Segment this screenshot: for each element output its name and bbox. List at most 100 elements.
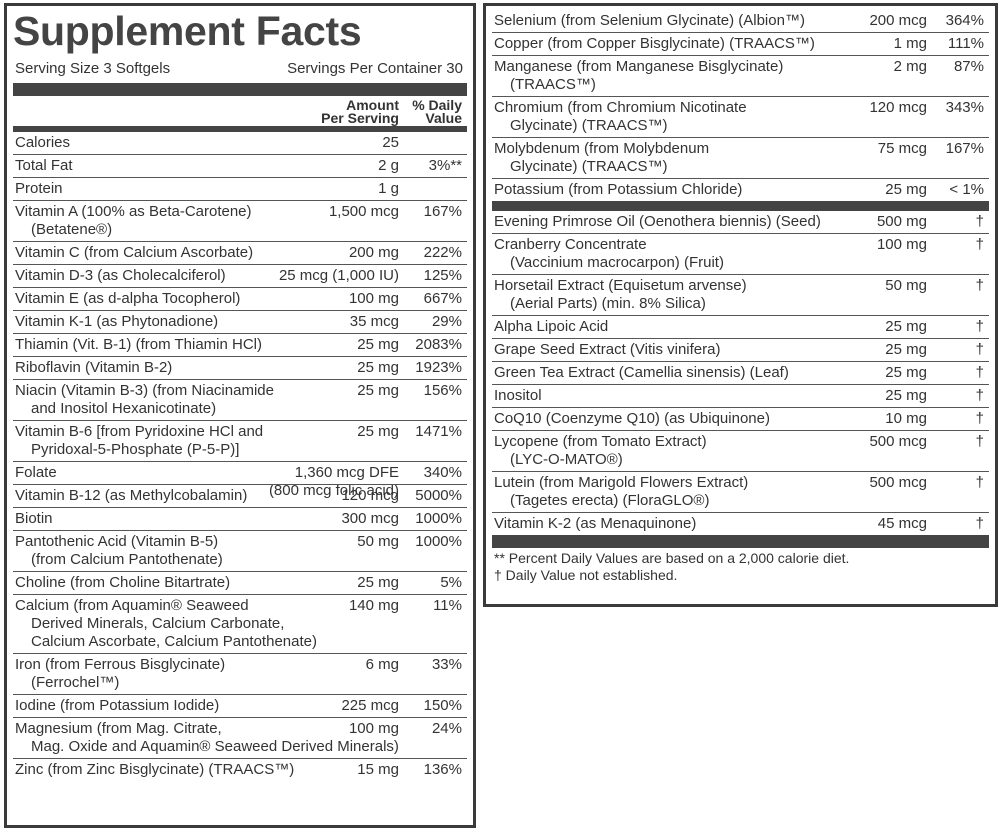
daily-value: < 1% <box>949 181 984 198</box>
nutrient-row: Iron (from Ferrous Bisglycinate) (Ferroch… <box>13 653 467 694</box>
amount-line: 1,500 mcg <box>328 203 399 220</box>
amount: 10 mg <box>885 410 927 428</box>
nutrient-name: Grape Seed Extract (Vitis vinifera) <box>494 341 721 358</box>
amount: 25 mg <box>885 181 927 199</box>
amount: 100 mg <box>349 720 399 738</box>
amount: 2 g <box>378 157 399 175</box>
daily-value: 364% <box>945 12 984 29</box>
amount: 1,500 mcg <box>329 203 399 221</box>
nutrient-row: Copper (from Copper Bisglycinate) (TRAAC… <box>492 32 989 55</box>
nutrient-name: Vitamin C (from Calcium Ascorbate) <box>15 244 254 261</box>
nutrient-row: Calories 25 <box>13 132 467 154</box>
amount: 25 mg <box>357 574 399 592</box>
amount-line: 120 mcg <box>341 487 399 504</box>
daily-value: 87% <box>953 58 984 75</box>
amount: 50 mg <box>357 533 399 551</box>
daily-value: 1000% <box>415 510 462 527</box>
amount: 35 mcg <box>350 313 399 331</box>
nutrient-name: Glycinate) (TRAACS™) <box>510 158 668 175</box>
amount-line: 25 mg <box>885 318 927 335</box>
daily-value: † <box>975 515 984 532</box>
amount-line: 25 <box>382 134 399 151</box>
amount: 2 mg <box>894 58 927 76</box>
daily-value: 150% <box>423 697 462 714</box>
amount-line: 500 mcg <box>869 474 927 491</box>
amount-line: 2 mg <box>893 58 927 75</box>
botanical-list: Evening Primrose Oil (Oenothera biennis)… <box>492 211 989 535</box>
mineral-list: Selenium (from Selenium Glycinate) (Albi… <box>492 10 989 201</box>
header-line: % Daily <box>412 97 462 113</box>
nutrient-list: Calories 25 Total Fat 2 g 3%** Protein 1 g Vita… <box>13 132 467 781</box>
amount-line: 25 mg <box>885 364 927 381</box>
amount: 1,360 mcg DFE (800 mcg folic acid) <box>269 464 399 500</box>
daily-value: † <box>975 433 984 450</box>
amount: 25 mg <box>885 387 927 405</box>
amount: 500 mcg <box>869 433 927 451</box>
amount: 25 mg <box>885 341 927 359</box>
amount: 200 mcg <box>869 12 927 30</box>
daily-value: 667% <box>423 290 462 307</box>
divider-bar <box>13 83 467 96</box>
footnote: † Daily Value not established. <box>494 567 678 583</box>
nutrient-row: Evening Primrose Oil (Oenothera biennis)… <box>492 211 989 233</box>
amount-line: 25 mcg (1,000 IU) <box>278 267 399 284</box>
nutrient-row: Potassium (from Potassium Chloride) 25 mg… <box>492 178 989 201</box>
amount: 1 g <box>378 180 399 198</box>
amount: 225 mcg <box>341 697 399 715</box>
amount: 25 mcg (1,000 IU) <box>279 267 399 285</box>
amount: 45 mcg <box>878 515 927 533</box>
amount: 25 mg <box>357 382 399 400</box>
amount: 500 mg <box>877 213 927 231</box>
nutrient-name: Alpha Lipoic Acid <box>494 318 609 335</box>
nutrient-name: Biotin <box>15 510 53 527</box>
nutrient-row: Vitamin B-12 (as Methylcobalamin) 120 mcg… <box>13 484 467 507</box>
amount: 25 mg <box>885 364 927 382</box>
nutrient-name: Total Fat <box>15 157 73 174</box>
daily-value: † <box>975 364 984 381</box>
nutrient-name: Cranberry Concentrate <box>494 236 647 253</box>
daily-value: † <box>975 318 984 335</box>
nutrient-name: (Aerial Parts) (min. 8% Silica) <box>510 295 706 312</box>
amount: 75 mcg <box>878 140 927 158</box>
amount-line: 25 mg <box>885 387 927 404</box>
serving-size: Serving Size 3 Softgels <box>15 60 171 77</box>
serving-info: Serving Size 3 Softgels Servings Per Con… <box>15 59 463 79</box>
amount: 25 mg <box>357 359 399 377</box>
nutrient-row: Thiamin (Vit. B-1) (from Thiamin HCl) 25 … <box>13 333 467 356</box>
nutrient-name: Calcium (from Aquamin® Seaweed <box>15 597 249 614</box>
nutrient-name: Green Tea Extract (Camellia sinensis) (L… <box>494 364 789 381</box>
daily-value: 340% <box>423 464 462 481</box>
nutrient-name: Derived Minerals, Calcium Carbonate, <box>31 615 285 632</box>
nutrient-row: CoQ10 (Coenzyme Q10) (as Ubiquinone) 10 m… <box>492 407 989 430</box>
amount-line: 200 mg <box>348 244 399 261</box>
nutrient-row: Cranberry Concentrate (Vaccinium macrocar… <box>492 233 989 274</box>
nutrient-name: Selenium (from Selenium Glycinate) (Albi… <box>494 12 805 29</box>
amount-header: Amount Per Serving <box>321 98 399 125</box>
amount-line: 75 mcg <box>877 140 927 157</box>
nutrient-name: Folate <box>15 464 57 481</box>
nutrient-name: Lutein (from Marigold Flowers Extract) <box>494 474 749 491</box>
daily-value: 5000% <box>415 487 462 504</box>
amount-line: 25 mg <box>357 359 399 376</box>
nutrient-name: Vitamin K-2 (as Menaquinone) <box>494 515 697 532</box>
nutrient-row: Manganese (from Manganese Bisglycinate)(… <box>492 55 989 96</box>
nutrient-name: Niacin (Vitamin B-3) (from Niacinamide <box>15 382 274 399</box>
amount-line: 35 mcg <box>349 313 399 330</box>
daily-value: † <box>975 341 984 358</box>
daily-value: 3%** <box>428 157 462 174</box>
daily-value: 1000% <box>415 533 462 550</box>
nutrient-name: Calories <box>15 134 71 151</box>
amount-line: 140 mg <box>348 597 399 614</box>
amount-line: 200 mcg <box>869 12 927 29</box>
amount: 120 mcg <box>341 487 399 505</box>
amount-line: 15 mg <box>357 761 399 778</box>
amount-line: 50 mg <box>885 277 927 294</box>
daily-value: 111% <box>947 35 984 52</box>
nutrient-row: Zinc (from Zinc Bisglycinate) (TRAACS™) 1… <box>13 758 467 781</box>
nutrient-row: Protein 1 g <box>13 177 467 200</box>
header-line: Value <box>425 110 462 126</box>
daily-value: 167% <box>423 203 462 220</box>
amount: 500 mcg <box>869 474 927 492</box>
title: Supplement Facts <box>13 8 362 54</box>
amount-line: 25 mg <box>885 181 927 198</box>
